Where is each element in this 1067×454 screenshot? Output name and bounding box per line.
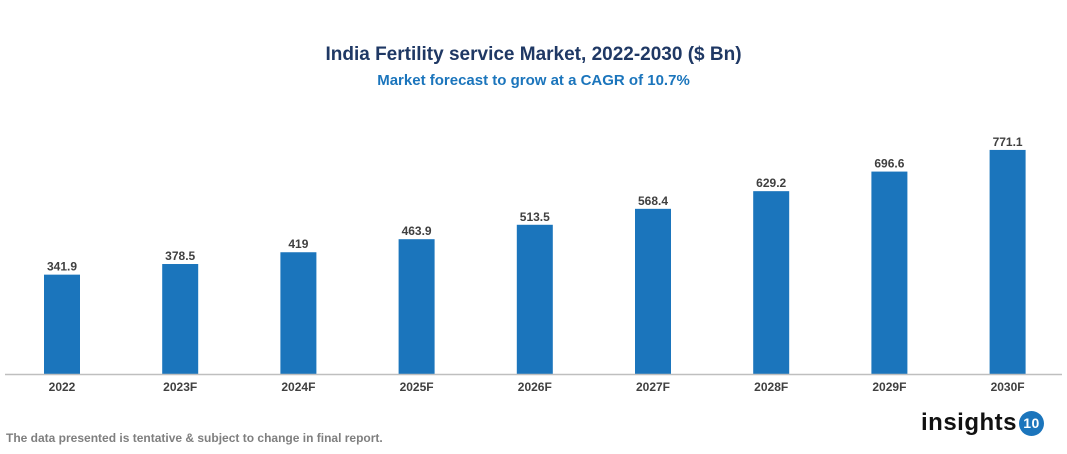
- bar-2022: [44, 274, 80, 374]
- bar-2030F: [989, 149, 1026, 374]
- x-tick-label: 2025F: [400, 380, 434, 394]
- x-tick-label: 2024F: [281, 380, 315, 394]
- disclaimer: The data presented is tentative & subjec…: [6, 431, 383, 445]
- data-label: 568.4: [638, 194, 668, 208]
- bar-2025F: [398, 239, 435, 374]
- data-label: 341.9: [47, 260, 77, 274]
- x-tick-label: 2027F: [636, 380, 670, 394]
- bar-2029F: [871, 171, 908, 374]
- bar-2026F: [516, 224, 553, 374]
- x-tick-label: 2022: [49, 380, 76, 394]
- data-label: 513.5: [520, 210, 550, 224]
- bar-2028F: [753, 191, 790, 374]
- data-label: 629.2: [756, 176, 786, 190]
- chart-subtitle: Market forecast to grow at a CAGR of 10.…: [377, 72, 690, 89]
- chart-title: India Fertility service Market, 2022-203…: [325, 44, 742, 65]
- x-tick-label: 2029F: [872, 380, 906, 394]
- bar-2027F: [635, 208, 671, 374]
- x-tick-label: 2030F: [991, 380, 1025, 394]
- x-tick-label: 2028F: [754, 380, 788, 394]
- data-label: 463.9: [402, 224, 432, 238]
- bar-2023F: [162, 264, 199, 374]
- data-label: 771.1: [993, 135, 1023, 149]
- data-label: 378.5: [165, 249, 195, 263]
- x-tick-label: 2026F: [518, 380, 552, 394]
- data-label: 419: [288, 237, 308, 251]
- x-tick-label: 2023F: [163, 380, 197, 394]
- insights10-logo: insights 10: [921, 409, 1045, 437]
- bar-2024F: [280, 252, 317, 374]
- data-label: 696.6: [874, 157, 904, 171]
